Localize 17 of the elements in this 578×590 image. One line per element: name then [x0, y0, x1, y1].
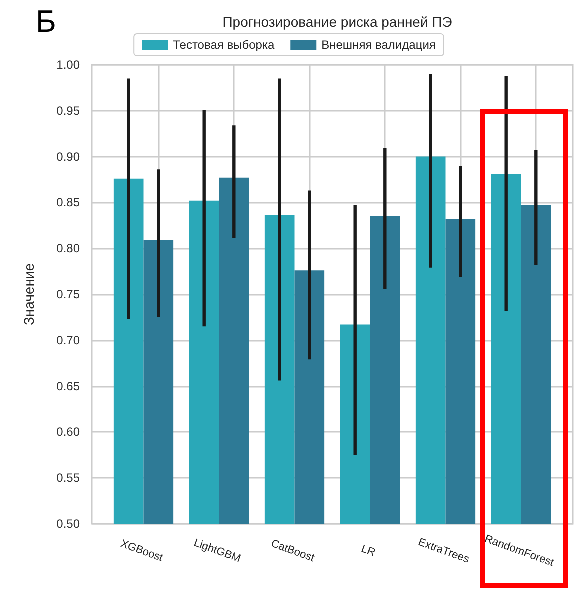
- y-tick-label: 0.90: [56, 150, 80, 164]
- legend-label: Тестовая выборка: [173, 38, 275, 52]
- text: Б: [36, 4, 56, 39]
- y-axis-title: Значение: [21, 263, 37, 326]
- chart-title: Прогнозирование риска ранней ПЭ: [222, 14, 452, 30]
- y-tick-label: 0.80: [56, 242, 80, 256]
- y-tick-label: 0.60: [56, 425, 80, 440]
- y-tick-label: 0.75: [56, 288, 80, 302]
- y-tick-label: 0.70: [56, 333, 80, 348]
- y-tick-label: 0.55: [56, 471, 80, 486]
- x-tick-label: LR: [360, 543, 378, 560]
- legend-label: Внешняя валидация: [322, 38, 436, 52]
- y-tick-label: 0.50: [56, 517, 80, 531]
- y-tick-label: 0.95: [56, 104, 80, 118]
- y-tick-label: 1.00: [56, 58, 80, 72]
- y-tick-label: 0.65: [56, 379, 80, 394]
- y-tick-label: 0.85: [56, 196, 80, 210]
